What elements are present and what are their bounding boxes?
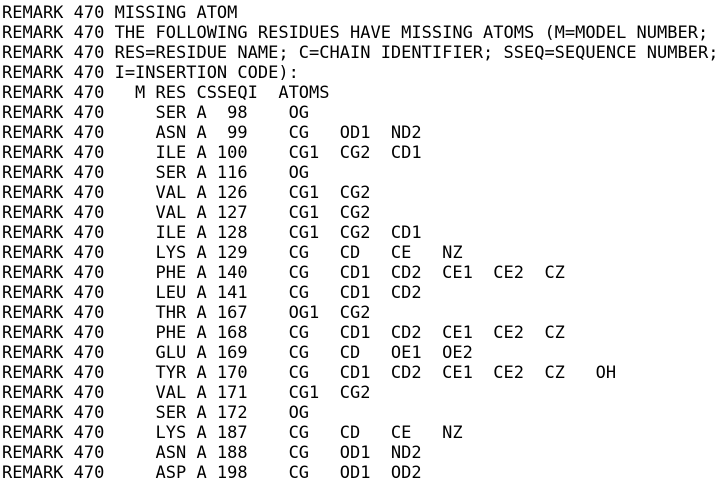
residue-row: REMARK 470 VAL A 171 CG1 CG2 bbox=[2, 383, 371, 403]
residue-row: REMARK 470 SER A 116 OG bbox=[2, 163, 310, 183]
residue-row: REMARK 470 LYS A 187 CG CD CE NZ bbox=[2, 423, 463, 443]
residue-row: REMARK 470 THR A 167 OG1 CG2 bbox=[2, 303, 371, 323]
remark-line-description-1: REMARK 470 THE FOLLOWING RESIDUES HAVE M… bbox=[2, 23, 709, 43]
remark-line-column-header: REMARK 470 M RES CSSEQI ATOMS bbox=[2, 83, 330, 103]
remark-line-description-2: REMARK 470 RES=RESIDUE NAME; C=CHAIN IDE… bbox=[2, 43, 719, 63]
residue-row: REMARK 470 ASN A 188 CG OD1 ND2 bbox=[2, 443, 422, 463]
residue-row: REMARK 470 LEU A 141 CG CD1 CD2 bbox=[2, 283, 422, 303]
remark-line-title: REMARK 470 MISSING ATOM bbox=[2, 3, 238, 23]
residue-row: REMARK 470 VAL A 126 CG1 CG2 bbox=[2, 183, 371, 203]
residue-row: REMARK 470 ILE A 128 CG1 CG2 CD1 bbox=[2, 223, 422, 243]
residue-row: REMARK 470 PHE A 168 CG CD1 CD2 CE1 CE2 … bbox=[2, 323, 565, 343]
residue-row: REMARK 470 ASP A 198 CG OD1 OD2 bbox=[2, 463, 422, 483]
residue-row: REMARK 470 TYR A 170 CG CD1 CD2 CE1 CE2 … bbox=[2, 363, 617, 383]
residue-row: REMARK 470 GLU A 169 CG CD OE1 OE2 bbox=[2, 343, 473, 363]
residue-row: REMARK 470 ASN A 99 CG OD1 ND2 bbox=[2, 123, 422, 143]
residue-row: REMARK 470 PHE A 140 CG CD1 CD2 CE1 CE2 … bbox=[2, 263, 565, 283]
remark-line-description-3: REMARK 470 I=INSERTION CODE): bbox=[2, 63, 299, 83]
residue-row: REMARK 470 ILE A 100 CG1 CG2 CD1 bbox=[2, 143, 422, 163]
residue-row: REMARK 470 SER A 172 OG bbox=[2, 403, 310, 423]
residue-row: REMARK 470 VAL A 127 CG1 CG2 bbox=[2, 203, 371, 223]
residue-row: REMARK 470 LYS A 129 CG CD CE NZ bbox=[2, 243, 463, 263]
residue-row: REMARK 470 SER A 98 OG bbox=[2, 103, 310, 123]
